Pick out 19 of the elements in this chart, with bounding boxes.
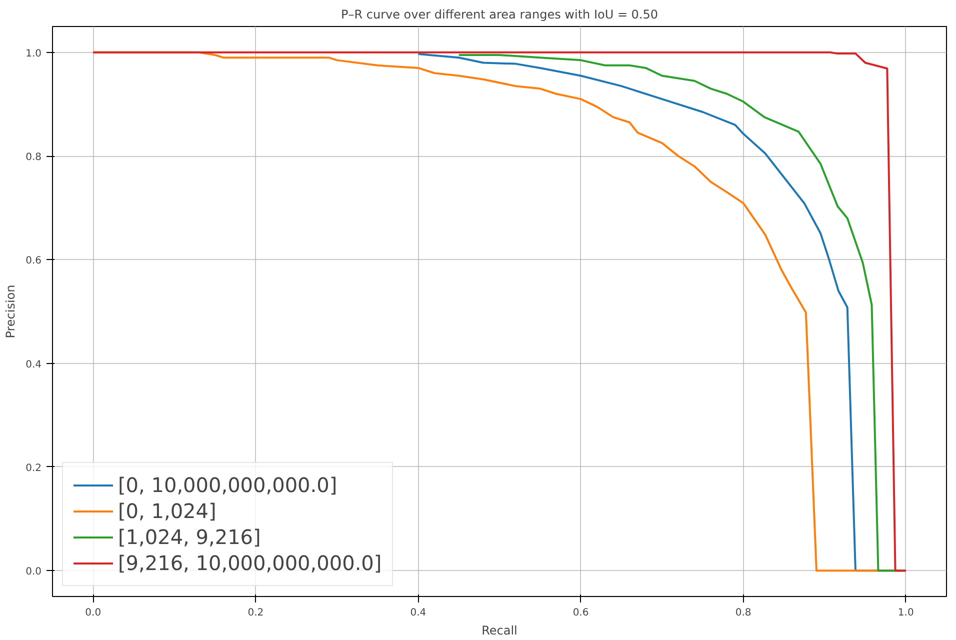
y-tick-label: 0.8	[26, 152, 42, 164]
y-axis-title: Precision	[4, 284, 18, 338]
legend-label: [0, 1,024]	[118, 499, 216, 523]
legend-label: [1,024, 9,216]	[118, 525, 261, 549]
y-tick-label: 0.2	[26, 462, 42, 474]
legend-label: [9,216, 10,000,000,000.0]	[118, 551, 382, 575]
y-tick-label: 0.4	[26, 359, 42, 370]
x-tick-label: 0.4	[410, 608, 426, 618]
x-axis-title: Recall	[482, 624, 518, 638]
x-tick-label: 0.6	[572, 608, 589, 618]
y-tick-label: 1.0	[26, 48, 42, 60]
x-tick-label: 0.8	[735, 608, 752, 618]
chart-title: P–R curve over different area ranges with IoU = 0.50	[340, 8, 658, 22]
legend-label: [0, 10,000,000,000.0]	[118, 473, 338, 497]
y-tick-label: 0.0	[26, 566, 42, 578]
x-tick-label: 1.0	[898, 608, 914, 618]
x-tick-label: 0.2	[248, 608, 264, 618]
x-tick-label: 0.0	[85, 608, 102, 618]
y-tick-label: 0.6	[26, 256, 42, 267]
